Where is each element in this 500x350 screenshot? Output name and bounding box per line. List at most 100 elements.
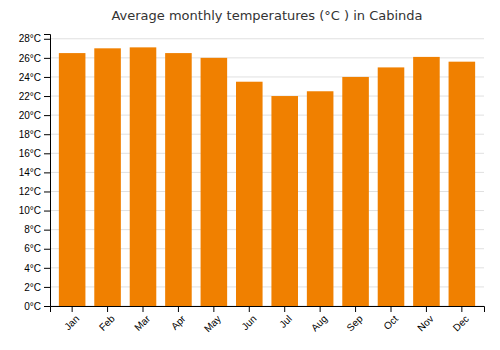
tick-mark bbox=[178, 306, 179, 312]
tick-mark bbox=[44, 39, 50, 40]
grid bbox=[50, 39, 484, 306]
tick: 12°C bbox=[19, 186, 50, 197]
tick-mark bbox=[107, 306, 108, 312]
tick-label: Mar bbox=[132, 313, 152, 333]
tick-mark bbox=[44, 134, 50, 135]
bars bbox=[59, 47, 475, 306]
bar bbox=[413, 57, 440, 306]
tick-mark bbox=[213, 306, 214, 312]
tick-label: 10°C bbox=[19, 205, 41, 216]
tick: Jul bbox=[277, 306, 294, 330]
tick-label: 0°C bbox=[24, 301, 41, 312]
y-axis: 0°C 2°C 4°C 6°C 8°C 10°C 12°C 14°C 16°C 18°C 20°C 2… bbox=[19, 33, 51, 311]
tick-label: 22°C bbox=[19, 91, 41, 102]
tick: Nov bbox=[415, 306, 435, 333]
tick-mark bbox=[44, 172, 50, 173]
tick: 14°C bbox=[19, 167, 50, 178]
tick-label: Oct bbox=[381, 313, 400, 332]
tick-mark bbox=[284, 306, 285, 312]
tick-mark bbox=[44, 58, 50, 59]
tick-label: 24°C bbox=[19, 72, 41, 83]
tick-label: 2°C bbox=[24, 282, 41, 293]
tick: 28°C bbox=[19, 33, 50, 44]
tick: Mar bbox=[132, 306, 152, 333]
tick: 2°C bbox=[24, 282, 50, 293]
tick: Jan bbox=[62, 306, 81, 332]
bar bbox=[449, 62, 476, 306]
bar bbox=[165, 53, 192, 306]
bar bbox=[307, 91, 334, 306]
axis-line bbox=[51, 307, 485, 313]
tick: Jun bbox=[239, 306, 258, 332]
tick: May bbox=[202, 306, 223, 334]
tick-mark bbox=[426, 306, 427, 312]
tick-label: 26°C bbox=[19, 53, 41, 64]
title: Average monthly temperatures (°C ) in Ca… bbox=[111, 8, 422, 23]
bar bbox=[59, 53, 86, 306]
tick-mark bbox=[461, 306, 462, 312]
tick-mark bbox=[44, 191, 50, 192]
tick-mark bbox=[72, 306, 73, 312]
tick: Oct bbox=[381, 306, 400, 332]
grid-line bbox=[50, 38, 484, 39]
bar bbox=[130, 47, 157, 306]
tick-mark bbox=[44, 230, 50, 231]
tick-mark bbox=[44, 287, 50, 288]
tick-label: 28°C bbox=[19, 33, 41, 44]
tick-label: 6°C bbox=[24, 243, 41, 254]
tick-mark bbox=[355, 306, 356, 312]
tick-mark bbox=[249, 306, 250, 312]
plot: 0°C 2°C 4°C 6°C 8°C 10°C 12°C 14°C 16°C 18°C 20°C 2… bbox=[19, 33, 485, 334]
tick-mark bbox=[391, 306, 392, 312]
tick-label: May bbox=[202, 313, 223, 334]
tick-label: Jan bbox=[62, 313, 81, 332]
axis-line bbox=[44, 35, 51, 307]
tick: 0°C bbox=[24, 301, 50, 312]
tick-label: 20°C bbox=[19, 110, 41, 121]
tick: 10°C bbox=[19, 205, 50, 216]
tick-label: 14°C bbox=[19, 167, 41, 178]
tick-mark bbox=[320, 306, 321, 312]
tick-label: Sep bbox=[344, 313, 365, 334]
tick-label: Nov bbox=[415, 313, 435, 333]
tick-label: Jun bbox=[239, 313, 258, 332]
tick: 6°C bbox=[24, 243, 50, 254]
bar bbox=[94, 48, 121, 306]
tick-label: 16°C bbox=[19, 148, 41, 159]
tick: 16°C bbox=[19, 148, 50, 159]
chart: 0°C 2°C 4°C 6°C 8°C 10°C 12°C 14°C 16°C 18°C 20°C 2… bbox=[0, 0, 500, 350]
tick-mark bbox=[44, 96, 50, 97]
x-axis: Jan Feb Mar Apr May Jun Jul Aug Sep Oct Nov Dec bbox=[51, 306, 485, 334]
tick-label: 4°C bbox=[24, 263, 41, 274]
tick-label: 12°C bbox=[19, 186, 41, 197]
tick: 8°C bbox=[24, 224, 50, 235]
bar bbox=[236, 82, 263, 306]
tick: 26°C bbox=[19, 53, 50, 64]
tick-mark bbox=[44, 115, 50, 116]
tick: Apr bbox=[169, 306, 188, 332]
tick-label: 18°C bbox=[19, 129, 41, 140]
tick: 4°C bbox=[24, 263, 50, 274]
tick-mark bbox=[44, 249, 50, 250]
tick: 24°C bbox=[19, 72, 50, 83]
tick-label: Aug bbox=[309, 313, 329, 333]
bar bbox=[201, 58, 228, 306]
tick-mark bbox=[44, 268, 50, 269]
tick-label: Dec bbox=[451, 313, 471, 333]
bar bbox=[378, 67, 405, 306]
tick: Aug bbox=[309, 306, 329, 333]
tick-label: Feb bbox=[97, 313, 117, 333]
tick-mark bbox=[143, 306, 144, 312]
tick: Feb bbox=[97, 306, 117, 333]
tick: 22°C bbox=[19, 91, 50, 102]
bar bbox=[271, 96, 298, 306]
tick: Sep bbox=[344, 306, 365, 333]
tick-mark bbox=[44, 306, 50, 307]
tick-mark bbox=[44, 77, 50, 78]
tick-label: 8°C bbox=[24, 224, 41, 235]
tick: 18°C bbox=[19, 129, 50, 140]
tick-label: Apr bbox=[169, 313, 188, 332]
tick: Dec bbox=[451, 306, 471, 333]
tick-mark bbox=[44, 211, 50, 212]
tick-mark bbox=[44, 153, 50, 154]
